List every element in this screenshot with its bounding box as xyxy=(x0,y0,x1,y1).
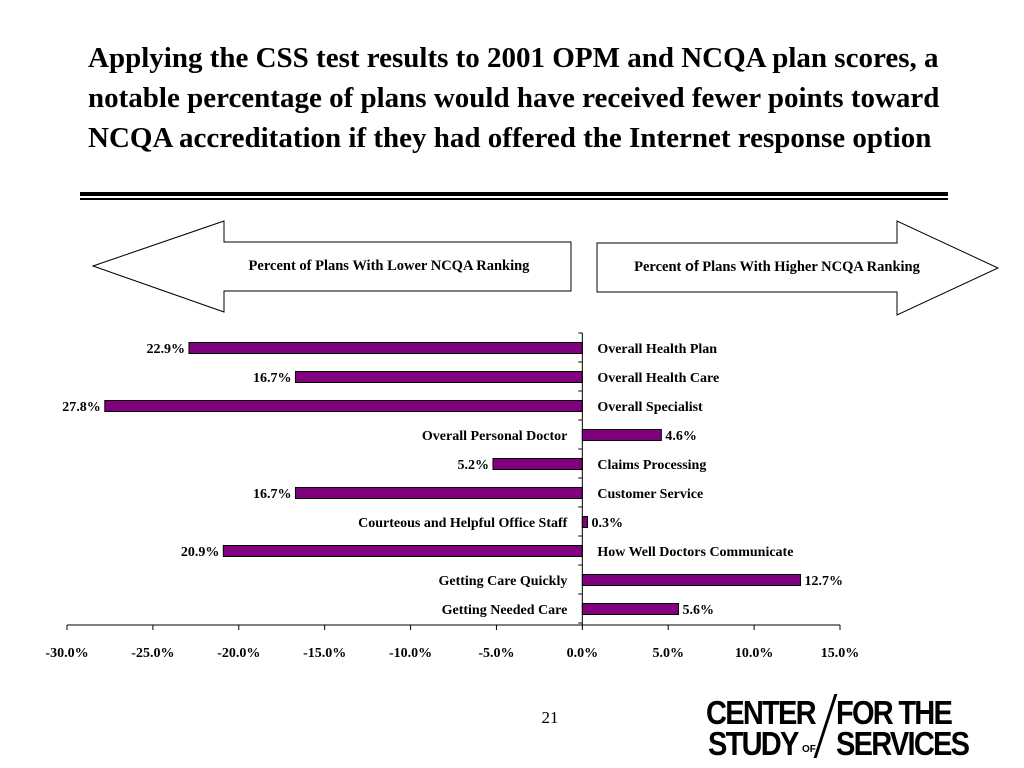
left-banner-label: Percent of Plans With Lower NCQA Ranking xyxy=(249,258,531,274)
bar-2 xyxy=(294,371,583,383)
logo-word-center: CENTER xyxy=(706,694,817,731)
right-banner-label: Percent of Plans With Higher NCQA Rankin… xyxy=(634,259,920,275)
value-tick-label-8: 10.0% xyxy=(735,646,774,661)
logo-word-services: SERVICES xyxy=(836,725,970,762)
slide-title: Applying the CSS test results to 2001 OP… xyxy=(88,42,940,154)
data-label-5: 5.2% xyxy=(458,458,490,473)
category-label-5: Claims Processing xyxy=(597,458,706,473)
labels-layer: 22.9% Overall Health Plan 16.7% Overall Hea… xyxy=(62,342,843,618)
center-for-study-of-services-logo: CENTER FOR THE STUDY OF SERVICES xyxy=(706,694,976,760)
value-tick-label-3: -15.0% xyxy=(303,646,346,661)
data-label-6: 16.7% xyxy=(253,487,292,502)
category-label-10: Getting Needed Care xyxy=(442,603,568,618)
right-banner-suffix: Plans With Higher NCQA Ranking xyxy=(699,259,921,275)
title-underline-thin xyxy=(80,198,948,200)
bar-9 xyxy=(581,574,801,586)
data-label-7: 0.3% xyxy=(591,516,623,531)
data-label-8: 20.9% xyxy=(181,545,220,560)
bar-4 xyxy=(581,429,662,441)
value-tick-label-2: -20.0% xyxy=(217,646,260,661)
value-tick-label-1: -25.0% xyxy=(131,646,174,661)
value-tick-label-4: -10.0% xyxy=(389,646,432,661)
bar-5 xyxy=(492,458,583,470)
page-number: 21 xyxy=(541,708,559,727)
category-label-8: How Well Doctors Communicate xyxy=(597,545,793,560)
value-tick-label-0: -30.0% xyxy=(45,646,88,661)
data-label-4: 4.6% xyxy=(665,429,697,444)
category-label-1: Overall Health Plan xyxy=(597,342,717,357)
value-tick-label-9: 15.0% xyxy=(821,646,860,661)
logo-slash-mark xyxy=(813,694,838,758)
data-label-3: 27.8% xyxy=(62,400,101,415)
right-banner-prefix: Percent xyxy=(634,259,685,275)
value-tick-label-5: -5.0% xyxy=(478,646,514,661)
logo-word-for-the: FOR THE xyxy=(836,694,953,731)
category-label-9: Getting Care Quickly xyxy=(438,574,567,589)
axis-layer: -30.0% -25.0% -20.0% -15.0% -10.0% -5.0% 0.0% 5… xyxy=(45,332,860,661)
value-tick-label-6: 0.0% xyxy=(567,646,599,661)
bar-6 xyxy=(294,487,583,499)
data-label-10: 5.6% xyxy=(683,603,715,618)
bar-7 xyxy=(581,516,588,528)
logo-word-of: OF xyxy=(802,744,816,755)
bar-chart: -30.0% -25.0% -20.0% -15.0% -10.0% -5.0% 0.0% 5… xyxy=(45,332,860,661)
data-label-9: 12.7% xyxy=(804,574,843,589)
data-label-2: 16.7% xyxy=(253,371,292,386)
value-tick-label-7: 5.0% xyxy=(652,646,684,661)
category-label-6: Customer Service xyxy=(597,487,703,502)
right-arrow-banner xyxy=(596,220,1000,316)
category-label-2: Overall Health Care xyxy=(597,371,719,386)
bar-1 xyxy=(188,342,583,354)
category-label-7: Courteous and Helpful Office Staff xyxy=(358,516,568,531)
bar-3 xyxy=(104,400,583,412)
direction-banners: Percent of Plans With Lower NCQA Ranking… xyxy=(91,220,1000,316)
right-banner-of: of xyxy=(685,259,699,275)
title-underline-thick xyxy=(80,192,948,196)
bars-layer xyxy=(104,342,801,615)
data-label-1: 22.9% xyxy=(146,342,185,357)
category-label-4: Overall Personal Doctor xyxy=(422,429,567,444)
category-label-3: Overall Specialist xyxy=(597,400,703,415)
bar-8 xyxy=(222,545,583,557)
logo-word-study: STUDY xyxy=(708,725,799,762)
left-arrow-banner xyxy=(91,220,572,313)
bar-10 xyxy=(581,603,680,615)
